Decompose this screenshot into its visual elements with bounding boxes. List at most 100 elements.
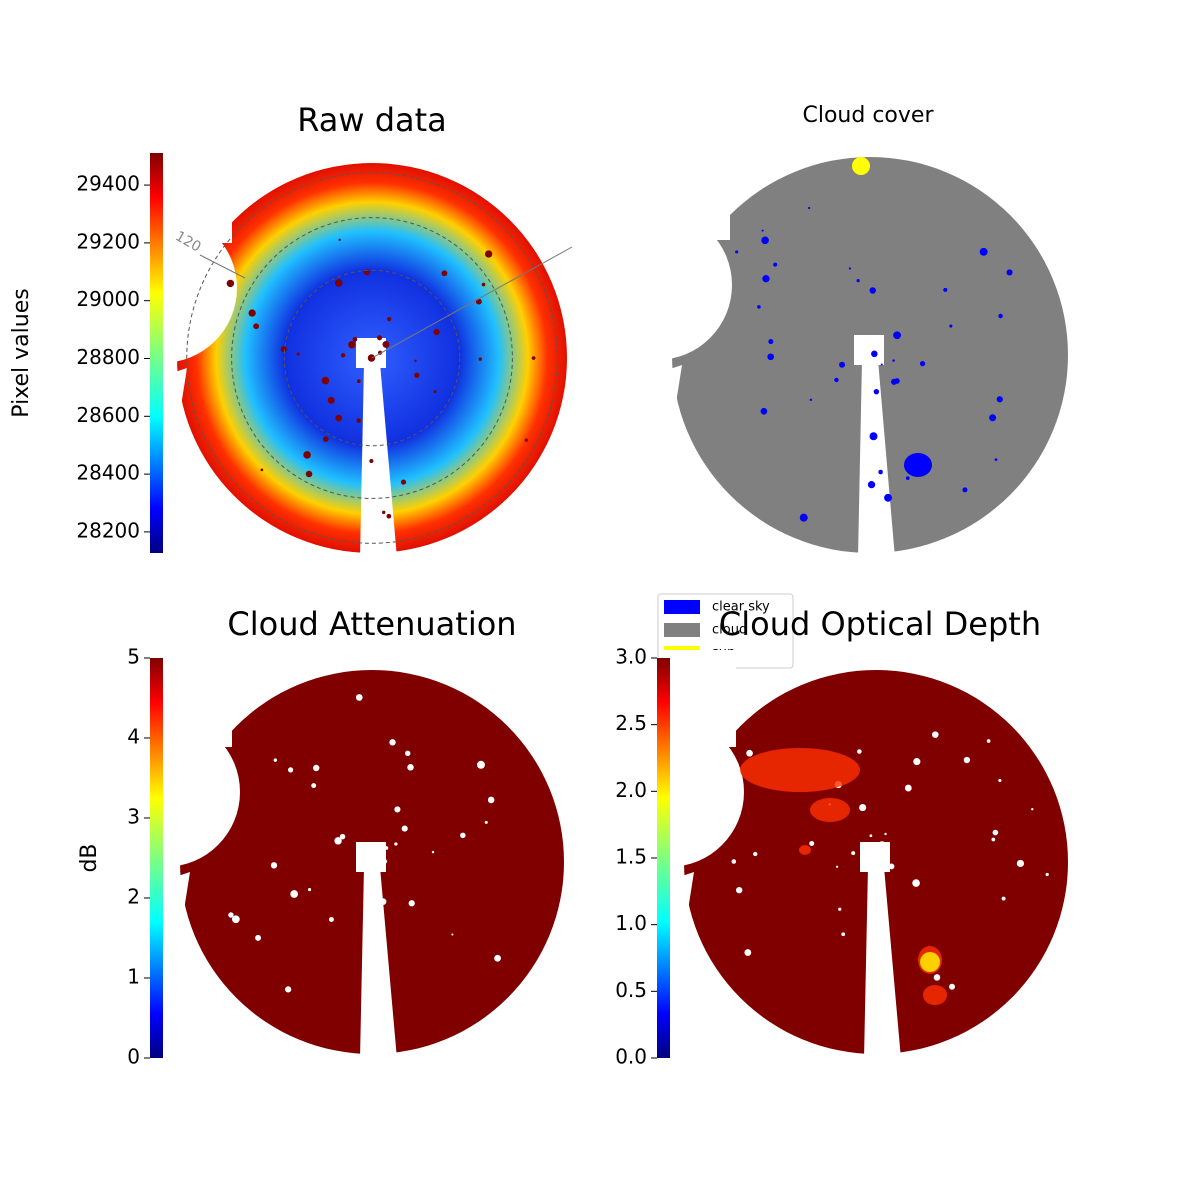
speckle [487,796,495,804]
speckle [321,376,330,385]
speckle [305,470,313,478]
speckle [857,749,862,754]
speckle [735,250,739,254]
speckle [963,756,971,764]
speckle [731,859,737,864]
mask [652,365,682,555]
speckle [365,861,373,868]
polar-grid [186,172,558,544]
colorbar-tick-label: 0 [127,1045,140,1069]
speckle [877,853,882,858]
speckle [307,888,312,892]
speckle [451,933,454,936]
speckle [949,983,956,990]
speckle [859,803,867,812]
speckle [328,916,334,922]
speckle [226,279,235,288]
speckle [1016,859,1025,868]
colorbar-label: dB [77,843,102,872]
speckle [878,841,886,849]
speckle [856,279,860,283]
speckle [348,340,356,349]
colorbar-tick-label: 0.0 [615,1045,647,1069]
colorbar-tick-label: 29000 [76,287,140,311]
speckle [338,238,341,241]
speckle [1045,872,1049,877]
speckle [905,476,910,481]
colorbar-tick-label: 0.5 [615,978,647,1002]
speckle [933,974,941,981]
speckle [368,897,375,904]
mask [664,650,736,747]
speckle [799,513,808,522]
mast [360,867,397,1059]
speckle [736,886,743,894]
colorbar-tick-label: 3.0 [615,645,647,669]
colorbar-tick-label: 3 [127,805,140,829]
colorbar [150,658,163,1058]
clear-patch [904,453,932,477]
speckle [524,438,528,442]
speckle [992,829,999,836]
speckle [869,287,876,294]
speckle [382,340,390,348]
mask [582,210,732,360]
polar-axis [199,254,246,279]
speckle [989,414,997,422]
speckle [494,954,501,962]
speckle [288,767,294,773]
speckle [744,949,752,956]
colorbar-tick-label: 28800 [76,345,140,369]
speckle [367,354,376,362]
speckle [285,986,292,993]
speckle [873,388,880,395]
speckle [433,390,437,393]
speckle [880,363,883,366]
speckle [386,513,392,519]
speckle [998,313,1003,319]
polar-grid [231,217,513,499]
mask [664,872,694,1062]
mask [160,872,190,1062]
speckle [1031,808,1034,811]
mask [157,143,232,243]
speckle [986,739,991,743]
speckle [313,764,320,772]
patch [920,952,940,972]
speckle [883,868,886,872]
patch [923,985,947,1005]
speckle [356,418,361,423]
speckle [904,784,912,792]
speckle [979,247,988,256]
speckle [481,282,486,287]
speckle [996,396,1003,403]
speckle [376,872,381,876]
legend-swatch [664,623,700,637]
speckle [376,853,383,860]
speckle [433,328,440,336]
speckle [356,850,359,854]
speckle [311,783,317,789]
colorbar-tick-label: 1 [127,965,140,989]
colorbar-tick-label: 1.5 [615,845,647,869]
speckle [867,481,876,489]
speckle [414,359,417,363]
sun [852,157,870,175]
speckle [839,361,846,368]
colorbar-tick-label: 29400 [76,172,140,196]
panel-title: Cloud cover [803,103,935,128]
speckle [280,346,287,353]
mask [157,368,187,558]
colorbar-tick-label: 4 [127,725,140,749]
colorbar-tick-label: 2 [127,885,140,909]
speckle [475,298,482,305]
speckle [407,764,414,771]
speckle [893,331,901,340]
speckle [334,837,342,845]
speckle [949,324,953,328]
polar-grid [283,269,461,447]
speckle [273,758,278,762]
speckle [379,898,387,906]
speckle [888,863,895,870]
